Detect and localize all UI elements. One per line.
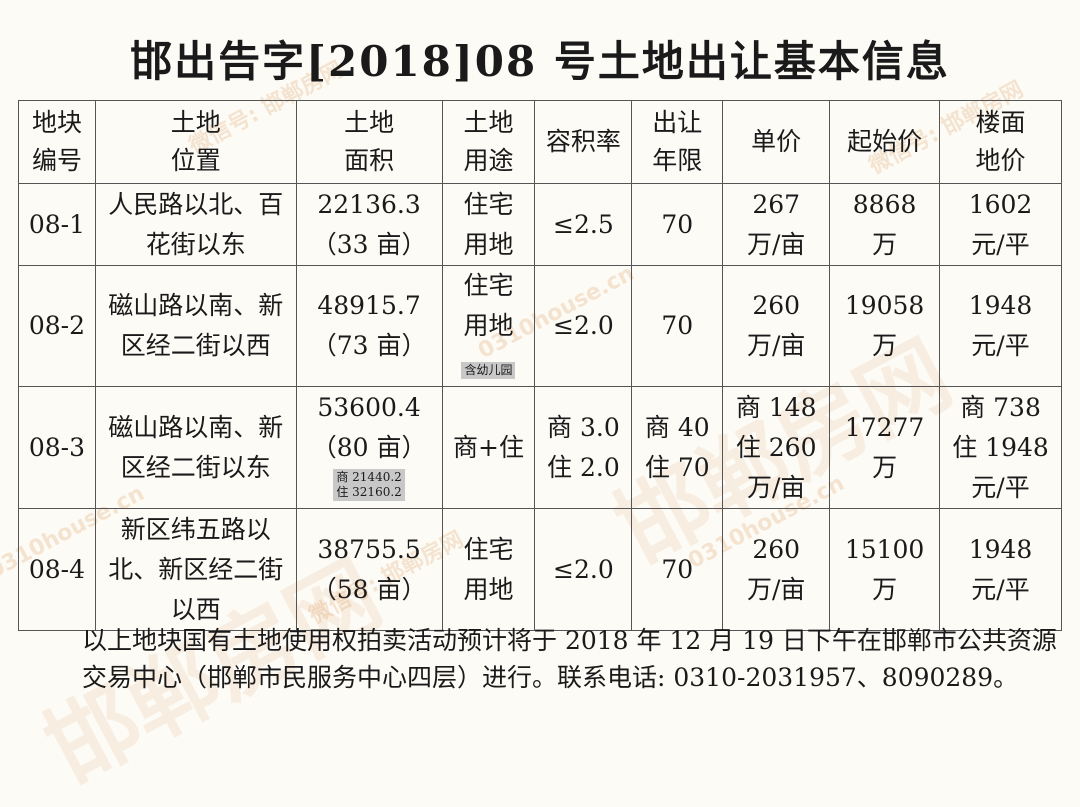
start-price: 15100 万 <box>829 508 941 631</box>
location: 磁山路以南、新区经二街以东 <box>94 386 297 509</box>
start-price: 8868 万 <box>829 183 941 266</box>
column-header: 单价 <box>722 100 831 184</box>
land-use: 商+住 <box>441 386 536 509</box>
land-use: 住宅 用地 含幼儿园 <box>441 265 536 387</box>
floor-price: 1948 元/平 <box>939 265 1062 387</box>
column-header: 土地 位置 <box>94 100 297 184</box>
column-header: 容积率 <box>534 100 633 184</box>
location: 新区纬五路以北、新区经二街以西 <box>94 508 297 631</box>
floor-area-ratio: 商 3.0 住 2.0 <box>534 386 633 509</box>
column-header: 地块 编号 <box>18 100 96 184</box>
area-note: 商 21440.2 住 32160.2 <box>333 468 405 501</box>
floor-price: 1602 元/平 <box>939 183 1062 266</box>
land-use: 住宅 用地 <box>441 183 536 266</box>
column-header: 出让 年限 <box>631 100 724 184</box>
term-years: 70 <box>631 265 724 387</box>
term-years: 70 <box>631 508 724 631</box>
parcel-id: 08-2 <box>18 265 96 387</box>
term-years: 商 40 住 70 <box>631 386 724 509</box>
unit-price: 商 148 住 260 万/亩 <box>722 386 831 509</box>
page-title: 邯出告字[2018]08 号土地出让基本信息 <box>130 37 950 86</box>
use-note: 含幼儿园 <box>461 362 516 379</box>
parcel-id: 08-3 <box>18 386 96 509</box>
parcel-id: 08-4 <box>18 508 96 631</box>
floor-area-ratio: ≤2.0 <box>534 508 633 631</box>
column-header: 土地 用途 <box>441 100 536 184</box>
column-header: 楼面 地价 <box>939 100 1062 184</box>
area: 48915.7 （73 亩） <box>295 265 443 387</box>
table-row: 08-2 磁山路以南、新区经二街以西 48915.7 （73 亩） 住宅 用地 含幼儿园 ≤2… <box>18 265 1062 387</box>
term-years: 70 <box>631 183 724 266</box>
table-row: 08-4 新区纬五路以北、新区经二街以西 38755.5 （58 亩） 住宅 用地 ≤2.0… <box>18 508 1062 631</box>
area: 53600.4 （80 亩）商 21440.2 住 32160.2 <box>295 386 443 509</box>
start-price: 17277 万 <box>829 386 941 509</box>
location: 磁山路以南、新区经二街以西 <box>94 265 297 387</box>
land-info-table: 地块 编号 土地 位置 土地 面积 土地 用途 容积率 出让 年限 单价 起始价 楼面 地价 08-1 人民路… <box>18 100 1062 631</box>
unit-price: 260 万/亩 <box>722 265 831 387</box>
footer-text: 以上地块国有土地使用权拍卖活动预计将于 2018 年 12 月 19 日下午在邯… <box>82 626 1057 692</box>
location: 人民路以北、百花街以东 <box>94 183 297 266</box>
parcel-id: 08-1 <box>18 183 96 266</box>
floor-price: 1948 元/平 <box>939 508 1062 631</box>
column-header: 起始价 <box>829 100 941 184</box>
floor-area-ratio: ≤2.5 <box>534 183 633 266</box>
area: 38755.5 （58 亩） <box>295 508 443 631</box>
column-header: 土地 面积 <box>295 100 443 184</box>
floor-area-ratio: ≤2.0 <box>534 265 633 387</box>
unit-price: 260 万/亩 <box>722 508 831 631</box>
footer-notice: 以上地块国有土地使用权拍卖活动预计将于 2018 年 12 月 19 日下午在邯… <box>22 622 1062 696</box>
unit-price: 267 万/亩 <box>722 183 831 266</box>
area: 22136.3 （33 亩） <box>295 183 443 266</box>
floor-price: 商 738 住 1948 元/平 <box>939 386 1062 509</box>
start-price: 19058 万 <box>829 265 941 387</box>
table-row: 08-3 磁山路以南、新区经二街以东 53600.4 （80 亩）商 21440.2 住… <box>18 386 1062 509</box>
table-row: 08-1 人民路以北、百花街以东 22136.3 （33 亩） 住宅 用地 ≤2.5 70 26… <box>18 183 1062 266</box>
land-use: 住宅 用地 <box>441 508 536 631</box>
table-header-row: 地块 编号 土地 位置 土地 面积 土地 用途 容积率 出让 年限 单价 起始价 楼面 地价 <box>18 100 1062 184</box>
